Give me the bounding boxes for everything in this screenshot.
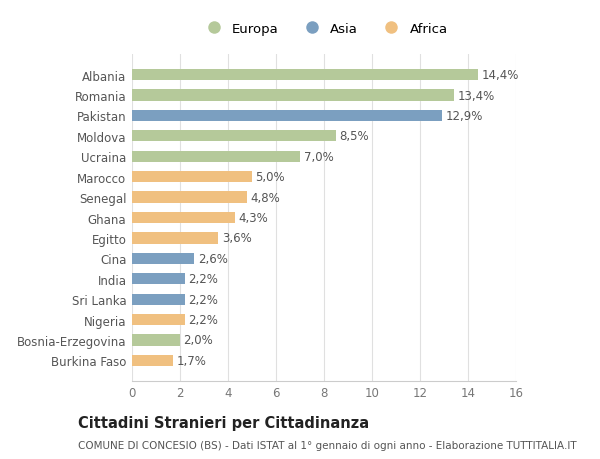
Bar <box>132 314 185 325</box>
Bar <box>132 274 185 285</box>
Text: 5,0%: 5,0% <box>256 171 285 184</box>
Bar <box>132 90 454 101</box>
Bar <box>132 294 185 305</box>
Text: COMUNE DI CONCESIO (BS) - Dati ISTAT al 1° gennaio di ogni anno - Elaborazione T: COMUNE DI CONCESIO (BS) - Dati ISTAT al … <box>78 440 577 450</box>
Bar <box>132 213 235 224</box>
Bar <box>132 111 442 122</box>
Text: 12,9%: 12,9% <box>445 110 482 123</box>
Text: 2,2%: 2,2% <box>188 293 218 306</box>
Bar <box>132 151 300 162</box>
Legend: Europa, Asia, Africa: Europa, Asia, Africa <box>200 22 448 35</box>
Bar <box>132 253 194 264</box>
Bar <box>132 192 247 203</box>
Text: 8,5%: 8,5% <box>340 130 369 143</box>
Bar <box>132 335 180 346</box>
Text: 3,6%: 3,6% <box>222 232 252 245</box>
Text: 13,4%: 13,4% <box>457 90 494 102</box>
Text: 14,4%: 14,4% <box>481 69 518 82</box>
Text: 4,8%: 4,8% <box>251 191 281 204</box>
Text: Cittadini Stranieri per Cittadinanza: Cittadini Stranieri per Cittadinanza <box>78 415 369 431</box>
Text: 4,3%: 4,3% <box>239 212 269 224</box>
Text: 2,6%: 2,6% <box>198 252 228 265</box>
Text: 7,0%: 7,0% <box>304 151 334 163</box>
Bar <box>132 233 218 244</box>
Bar <box>132 131 336 142</box>
Bar <box>132 355 173 366</box>
Text: 2,0%: 2,0% <box>184 334 214 347</box>
Text: 1,7%: 1,7% <box>176 354 206 367</box>
Text: 2,2%: 2,2% <box>188 313 218 326</box>
Text: 2,2%: 2,2% <box>188 273 218 285</box>
Bar <box>132 70 478 81</box>
Bar <box>132 172 252 183</box>
